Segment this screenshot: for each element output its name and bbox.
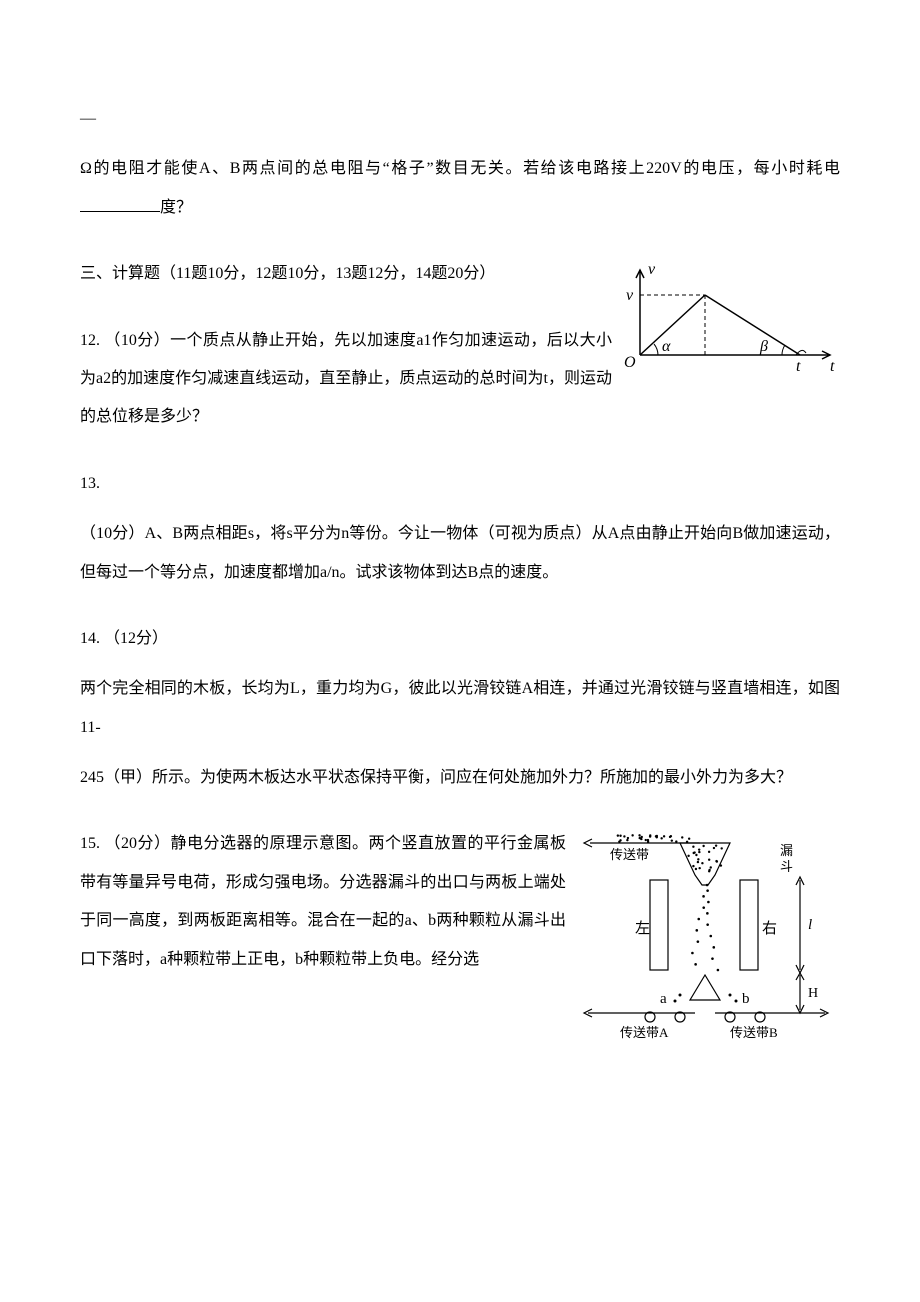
question-14-line1: 两个完全相同的木板，长均为L，重力均为G，彼此以光滑铰链A相连，并通过光滑铰链与…: [80, 670, 840, 747]
question-14-header: 14. （12分）: [80, 620, 840, 658]
svg-text:左: 左: [635, 920, 650, 937]
svg-text:右: 右: [762, 920, 777, 937]
section-3-block: vvOαβtt 三、计算题（11题10分，12题10分，13题12分，14题20…: [80, 255, 840, 465]
q12-number: 12.: [80, 332, 100, 349]
svg-text:H: H: [808, 986, 818, 1001]
q15-text: （20分）静电分选器的原理示意图。两个竖直放置的平行金属板带有等量异号电荷，形成…: [80, 835, 566, 967]
leading-dash: —: [80, 100, 840, 138]
prev-question-text-before: Ω的电阻才能使A、B两点间的总电阻与“格子”数目无关。若给该电路接上220V的电…: [80, 160, 840, 177]
svg-text:v: v: [648, 261, 656, 278]
vt-graph-svg: vv Oα β t t: [620, 255, 840, 375]
prev-question-fragment: Ω的电阻才能使A、B两点间的总电阻与“格子”数目无关。若给该电路接上220V的电…: [80, 150, 840, 227]
svg-text:漏: 漏: [780, 843, 793, 858]
dash-char: —: [80, 110, 95, 127]
svg-text:传送带: 传送带: [610, 847, 649, 862]
q12-text: （10分）一个质点从静止开始，先以加速度a1作匀加速运动，后以大小为a2的加速度…: [80, 332, 612, 426]
separator-figure: 传送带 漏斗左 右 l a b H 传送带A 传送带B: [580, 825, 840, 1045]
svg-text:t: t: [796, 358, 801, 375]
q14-number: 14.: [80, 630, 100, 647]
svg-text:α: α: [662, 338, 671, 355]
svg-text:v: v: [626, 287, 634, 304]
fill-in-blank: [80, 195, 160, 212]
question-13-number: 13.: [80, 465, 840, 503]
question-14-line2: 245（甲）所示。为使两木板达水平状态保持平衡，问应在何处施加外力？所施加的最小…: [80, 759, 840, 797]
svg-text:斗: 斗: [780, 859, 793, 874]
svg-text:传送带A: 传送带A: [620, 1025, 669, 1040]
q15-number: 15.: [80, 835, 100, 852]
separator-svg: 传送带 漏斗左 右 l a b H 传送带A 传送带B: [580, 825, 840, 1045]
q14-score: （12分）: [104, 630, 168, 647]
svg-text:b: b: [742, 991, 750, 1007]
svg-text:l: l: [808, 917, 812, 933]
prev-question-text-after: 度？: [160, 199, 192, 216]
question-15-block: 传送带 漏斗左 右 l a b H 传送带A 传送带B 15. （20分）静电分选器的原理示意图…: [80, 825, 840, 1053]
svg-text:a: a: [660, 991, 667, 1007]
vt-graph-figure: vv Oα β t t: [620, 255, 840, 375]
svg-text:传送带B: 传送带B: [730, 1025, 778, 1040]
svg-text:t: t: [830, 358, 835, 375]
question-13-text: （10分）A、B两点相距s，将s平分为n等份。今让一物体（可视为质点）从A点由静…: [80, 515, 840, 592]
svg-text:β: β: [759, 338, 768, 355]
svg-text:O: O: [624, 354, 636, 371]
